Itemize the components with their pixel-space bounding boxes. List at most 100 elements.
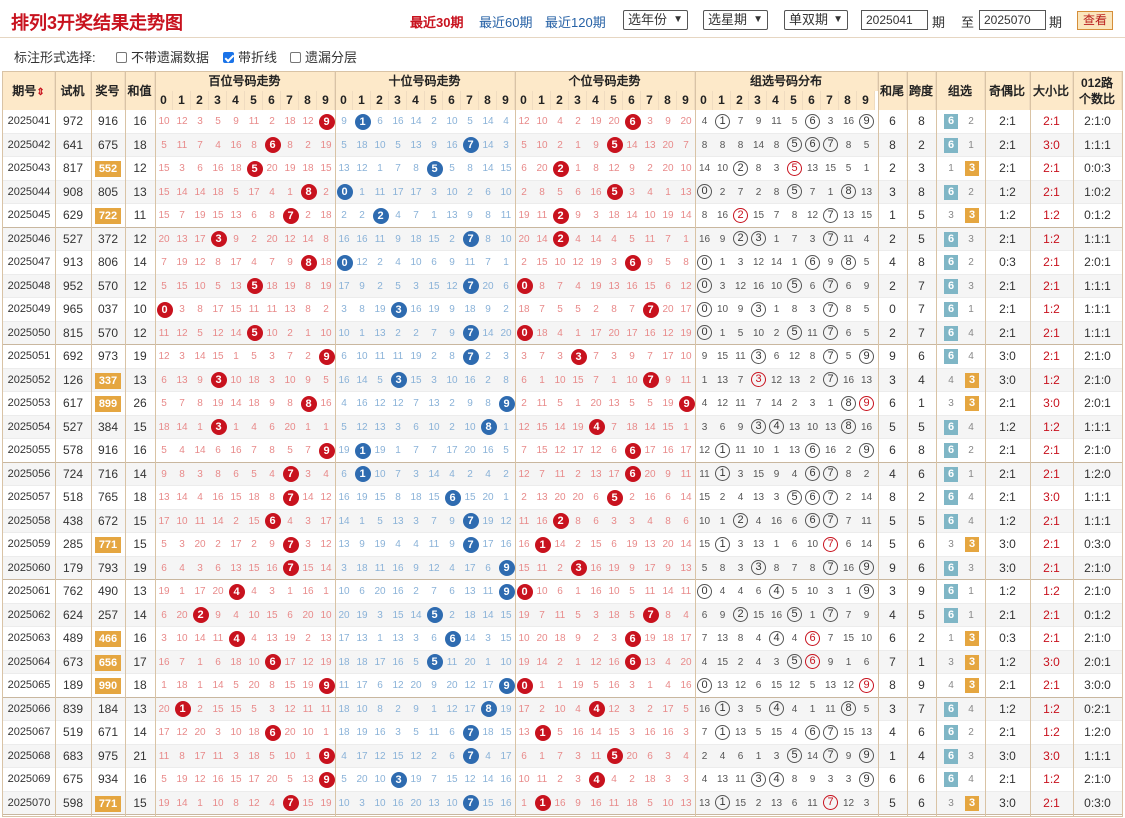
- miss-count: 9: [845, 750, 852, 762]
- group-digit-circle: 7: [823, 348, 838, 364]
- miss-count: 17: [410, 186, 422, 198]
- miss-count: 3: [557, 351, 563, 362]
- link-last-60[interactable]: 最近60期: [479, 15, 533, 30]
- option-line[interactable]: 带折线: [223, 47, 277, 66]
- digit-header: 3: [749, 91, 767, 110]
- miss-count: 8: [845, 139, 852, 151]
- group-digit-circle: 9: [859, 748, 874, 763]
- miss-count: 13: [842, 210, 855, 221]
- miss-count: 8: [665, 515, 671, 527]
- route-012-cell: 1:1:1: [1084, 231, 1111, 246]
- year-select[interactable]: 选年份 ▼: [623, 10, 688, 30]
- miss-count: 3: [863, 797, 870, 809]
- drawn-digit-ball: 7: [462, 724, 479, 741]
- miss-count: 20: [536, 633, 548, 644]
- miss-count: 13: [338, 163, 350, 174]
- miss-count: 3: [611, 633, 617, 644]
- miss-count: 20: [338, 609, 350, 621]
- miss-count: 19: [176, 774, 188, 785]
- week-select[interactable]: 选星期 ▼: [703, 10, 768, 30]
- miss-count: 11: [212, 633, 224, 644]
- miss-count: 5: [287, 774, 293, 785]
- miss-count: 4: [968, 327, 974, 339]
- miss-count: 3: [809, 304, 816, 315]
- draw-number-box: 771: [95, 537, 121, 553]
- miss-count: 7: [737, 374, 744, 386]
- test-number-cell: 839: [62, 701, 84, 716]
- miss-count: 17: [446, 445, 458, 456]
- parity-select[interactable]: 单双期 ▼: [784, 10, 848, 30]
- miss-count: 12: [176, 727, 188, 738]
- draw-number-cell: 805: [97, 184, 119, 199]
- miss-count: 5: [863, 304, 870, 315]
- miss-count: 7: [431, 774, 437, 785]
- miss-count: 3: [413, 468, 419, 480]
- draw-number-cell: 570: [97, 325, 119, 340]
- miss-count: 10: [356, 351, 368, 362]
- from-issue-input[interactable]: 2025041: [861, 10, 928, 30]
- odd-even-cell: 3:0: [999, 560, 1016, 575]
- group-digit-circle: 3: [751, 771, 766, 787]
- miss-count: 20: [446, 680, 458, 691]
- group-digit-circle: 9: [859, 442, 874, 458]
- miss-count: 19: [572, 680, 584, 691]
- route-012-cell: 2:1:0: [1084, 443, 1111, 457]
- miss-count: 14: [860, 539, 873, 550]
- query-button[interactable]: 查看: [1077, 11, 1113, 30]
- miss-count: 11: [464, 257, 476, 268]
- test-number-cell: 179: [62, 560, 84, 575]
- miss-count: 8: [791, 304, 798, 315]
- group6-box: 6: [944, 302, 958, 317]
- draw-number-cell: 975: [97, 748, 119, 763]
- miss-count: 11: [644, 586, 656, 597]
- table-row: [3, 368, 1122, 392]
- miss-count: 6: [845, 327, 852, 339]
- checkbox-icon[interactable]: [290, 52, 301, 63]
- table-row: [3, 650, 1122, 674]
- group-digit-circle: 5: [787, 137, 802, 152]
- sum-cell: 15: [133, 419, 147, 434]
- checkbox-checked-icon[interactable]: [223, 52, 234, 63]
- miss-count: 6: [431, 257, 437, 268]
- miss-count: 7: [539, 351, 545, 362]
- miss-count: 13: [374, 421, 386, 433]
- miss-count: 8: [413, 163, 419, 174]
- miss-count: 6: [215, 445, 221, 456]
- miss-count: 7: [539, 304, 545, 315]
- route-012-cell: 0:1:2: [1084, 208, 1111, 222]
- group6-box: 6: [944, 607, 958, 623]
- link-last-120[interactable]: 最近120期: [545, 15, 606, 30]
- digit-header: 7: [641, 91, 659, 110]
- miss-count: 13: [716, 374, 729, 386]
- miss-count: 11: [338, 680, 350, 691]
- miss-count: 4: [557, 116, 563, 127]
- miss-count: 8: [485, 233, 491, 245]
- miss-count: 10: [158, 116, 170, 127]
- table-row: [3, 580, 1122, 604]
- miss-count: 15: [752, 609, 765, 621]
- issue-cell: 2025041: [7, 115, 51, 127]
- miss-count: 14: [176, 797, 188, 809]
- miss-count: 2: [521, 398, 527, 409]
- draw-number-cell: 973: [97, 349, 119, 363]
- miss-count: 6: [773, 351, 780, 362]
- miss-count: 14: [806, 750, 819, 762]
- to-issue-input[interactable]: 2025070: [979, 10, 1046, 30]
- miss-count: 3: [737, 562, 744, 574]
- group-digit-circle: 8: [841, 254, 856, 270]
- table-row: [3, 791, 1122, 815]
- miss-count: 19: [518, 210, 530, 221]
- miss-count: 12: [734, 280, 747, 292]
- checkbox-icon[interactable]: [116, 52, 127, 63]
- miss-count: 8: [791, 774, 798, 785]
- miss-count: 4: [683, 609, 689, 621]
- miss-count: 14: [464, 633, 476, 644]
- miss-count: 4: [395, 210, 401, 221]
- link-last-30[interactable]: 最近30期: [410, 15, 464, 30]
- option-no-miss[interactable]: 不带遗漏数据: [116, 47, 209, 66]
- col-header-span: 跨度: [907, 72, 936, 110]
- miss-count: 5: [161, 139, 167, 151]
- miss-count: 16: [374, 727, 386, 738]
- table-row: [3, 274, 1122, 298]
- option-layer[interactable]: 遗漏分层: [290, 47, 357, 66]
